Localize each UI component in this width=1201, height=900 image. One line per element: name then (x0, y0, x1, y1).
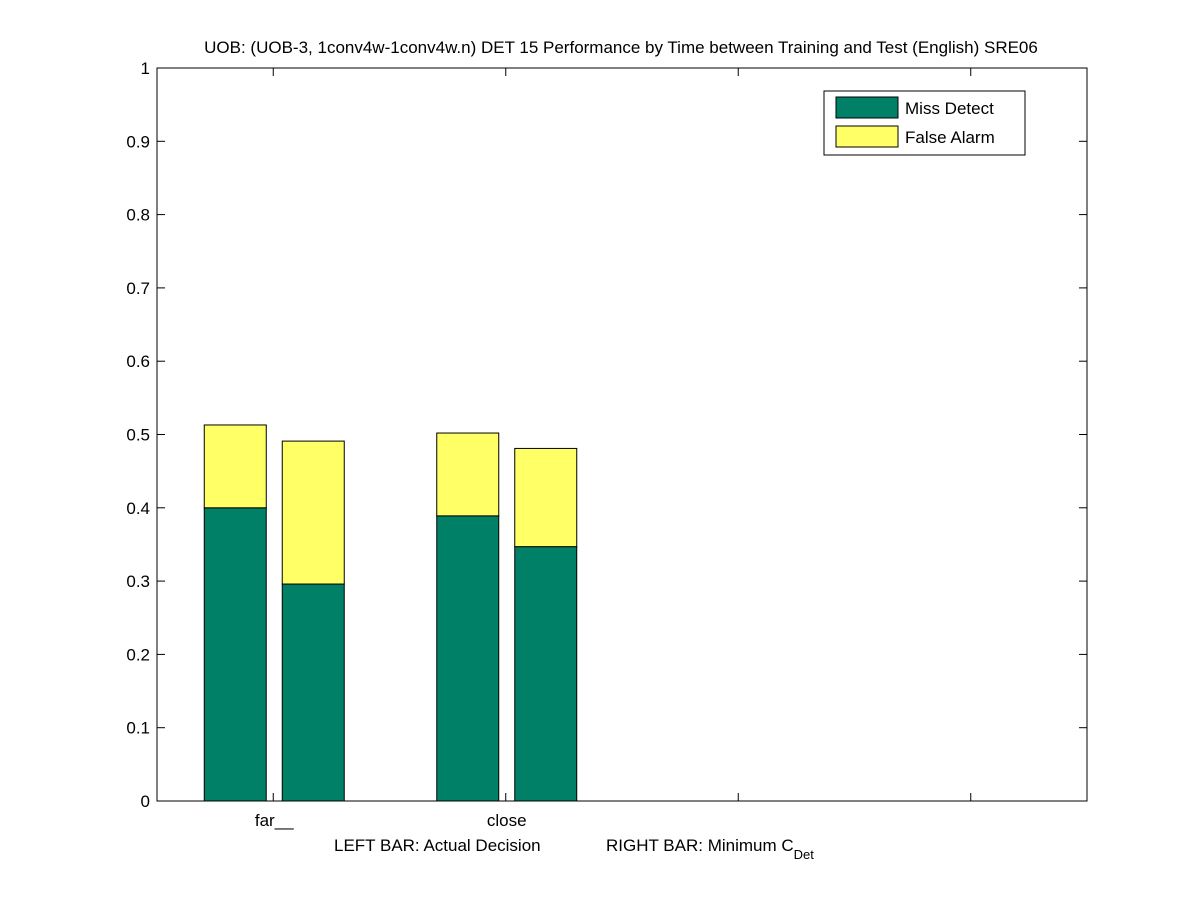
y-tick-label: 0 (141, 792, 150, 811)
y-tick-label: 0.5 (126, 426, 150, 445)
y-tick-label: 0.6 (126, 352, 150, 371)
y-tick-label: 0.3 (126, 572, 150, 591)
legend-label-false-alarm: False Alarm (905, 128, 995, 147)
y-tick-label: 0.9 (126, 132, 150, 151)
x-axis-label: LEFT BAR: Actual Decision RIGHT BAR: Min… (334, 836, 814, 862)
bar-far-actual-miss-detect (203, 507, 267, 802)
y-axis: 0 0.1 0.2 0.3 0.4 0.5 0.6 0.7 0.8 0.9 1 (126, 59, 1087, 811)
bars-layer (203, 424, 578, 802)
legend-swatch-miss-detect (835, 96, 899, 119)
y-tick-label: 0.4 (126, 499, 150, 518)
legend: Miss Detect False Alarm (823, 90, 1026, 156)
y-tick-label: 0.7 (126, 279, 150, 298)
bar-far-minimum-false-alarm (281, 440, 345, 585)
x-tick-label-close: close (487, 811, 527, 830)
y-tick-label: 1 (141, 59, 150, 78)
chart-title: UOB: (UOB-3, 1conv4w-1conv4w.n) DET 15 P… (204, 38, 1038, 57)
y-tick-label: 0.1 (126, 719, 150, 738)
x-axis: far__ close (255, 68, 972, 830)
bar-close-actual-miss-detect (436, 515, 500, 802)
bar-far-minimum-miss-detect (281, 583, 345, 802)
bar-far-actual-false-alarm (203, 424, 267, 509)
bar-close-minimum-miss-detect (514, 546, 578, 802)
x-axis-label-right-bar: RIGHT BAR: Minimum CDet (606, 836, 814, 862)
x-axis-label-right-subscript: Det (794, 847, 815, 862)
bar-close-actual-false-alarm (436, 432, 500, 517)
x-axis-label-left-bar: LEFT BAR: Actual Decision (334, 836, 541, 855)
y-tick-label: 0.8 (126, 206, 150, 225)
y-tick-label: 0.2 (126, 645, 150, 664)
x-tick-label-far: far__ (255, 811, 294, 830)
x-axis-label-right-main: RIGHT BAR: Minimum C (606, 836, 794, 855)
legend-label-miss-detect: Miss Detect (905, 99, 994, 118)
bar-close-minimum-false-alarm (514, 447, 578, 548)
legend-swatch-false-alarm (835, 125, 899, 148)
